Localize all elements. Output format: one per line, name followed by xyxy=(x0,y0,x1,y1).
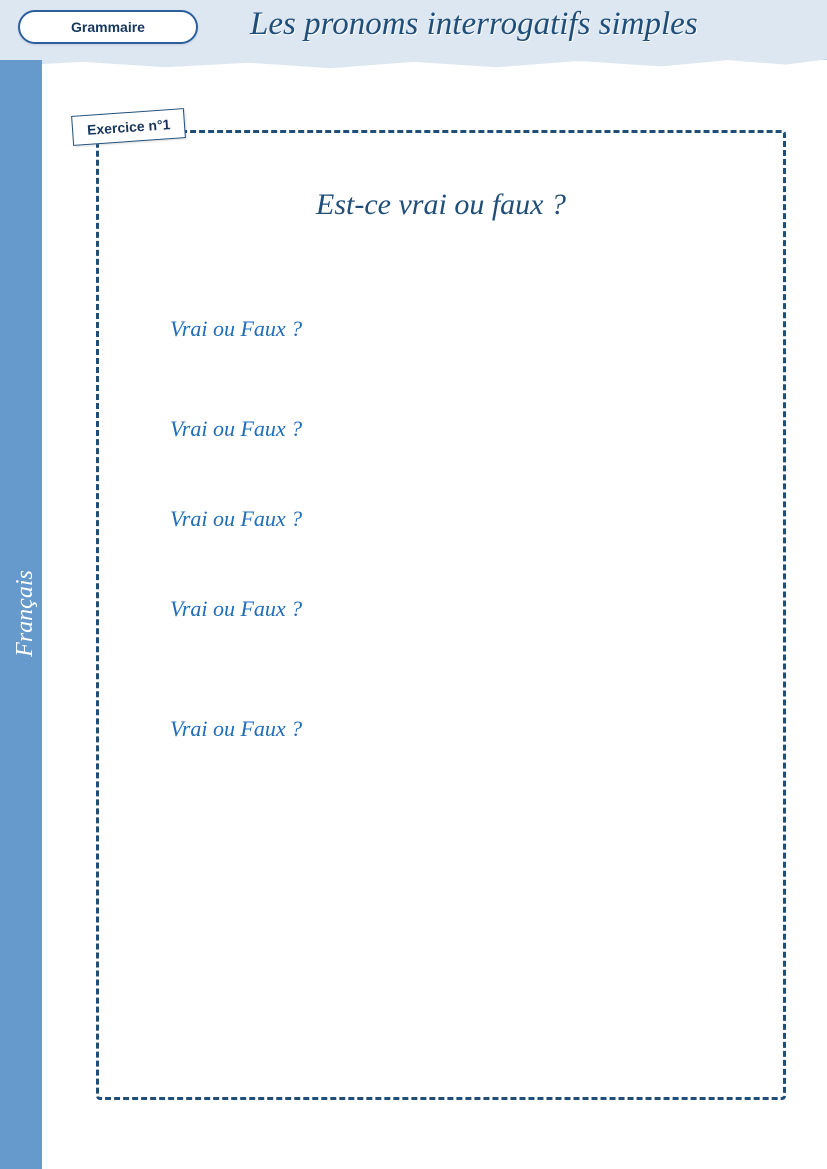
page-title: Les pronoms interrogatifs simples xyxy=(250,6,817,43)
vrai-faux-prompt: Vrai ou Faux ? xyxy=(170,506,302,532)
vrai-faux-prompt: Vrai ou Faux ? xyxy=(170,716,302,742)
category-pill-label: Grammaire xyxy=(71,19,145,35)
header-wave xyxy=(0,52,827,70)
vrai-faux-prompt: Vrai ou Faux ? xyxy=(170,416,302,442)
question-item: Vrai ou Faux ? xyxy=(170,310,302,342)
question-item: Vrai ou Faux ? xyxy=(170,410,302,442)
question-item: Vrai ou Faux ? xyxy=(170,500,302,532)
side-subject-label: Français xyxy=(12,570,39,657)
question-item: Vrai ou Faux ? xyxy=(170,590,302,622)
category-pill: Grammaire xyxy=(18,10,198,44)
vrai-faux-prompt: Vrai ou Faux ? xyxy=(170,316,302,342)
side-band: Français xyxy=(0,60,42,1169)
question-item: Vrai ou Faux ? xyxy=(170,710,302,742)
exercise-heading: Est-ce vrai ou faux ? xyxy=(96,188,786,222)
vrai-faux-prompt: Vrai ou Faux ? xyxy=(170,596,302,622)
